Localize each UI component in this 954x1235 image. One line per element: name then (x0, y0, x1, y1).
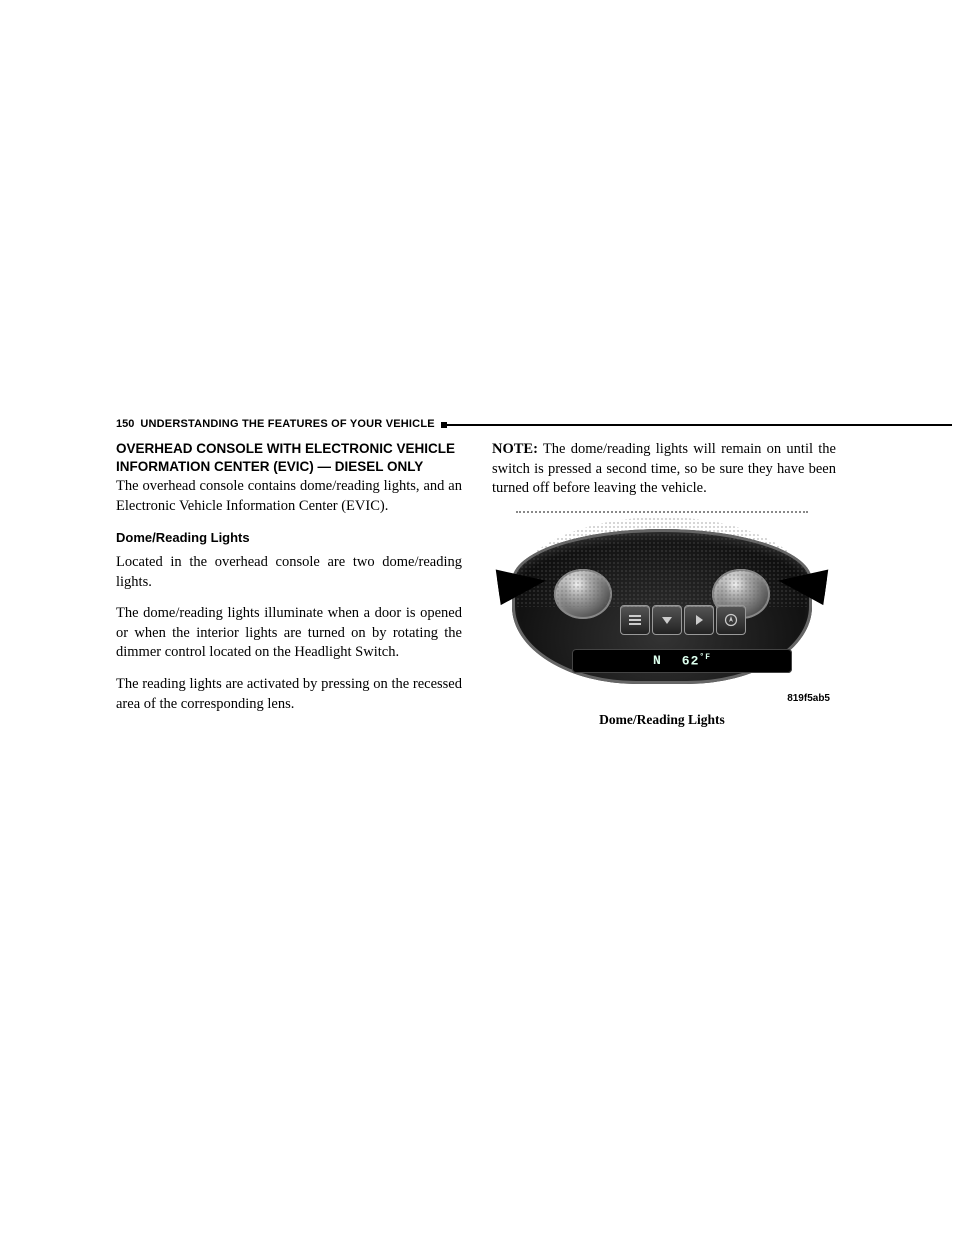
left-reading-lens (554, 569, 612, 619)
left-pointer-arrow-icon (496, 563, 549, 605)
figure-caption: Dome/Reading Lights (492, 712, 832, 728)
overhead-console: N 62°F (512, 529, 812, 684)
figure: N 62°F 819f5ab5 Dome/Reading Lights (492, 511, 832, 728)
image-top-dotline (516, 511, 808, 513)
page-number: 150 (116, 418, 134, 430)
note-label: NOTE: (492, 441, 538, 457)
paragraph-1: Located in the overhead console are two … (116, 553, 462, 592)
subheading: Dome/Reading Lights (116, 530, 462, 545)
left-column: OVERHEAD CONSOLE WITH ELECTRONIC VEHICLE… (116, 440, 462, 728)
down-arrow-button-icon (652, 605, 682, 635)
compass-direction: N (653, 653, 662, 668)
running-header: 150 UNDERSTANDING THE FEATURES OF YOUR V… (116, 418, 836, 430)
manual-page: 150 UNDERSTANDING THE FEATURES OF YOUR V… (116, 418, 836, 728)
right-arrow-button-icon (684, 605, 714, 635)
note-text: The dome/reading lights will remain on u… (492, 441, 836, 496)
dome-lights-image: N 62°F 819f5ab5 (492, 511, 832, 706)
image-code: 819f5ab5 (787, 693, 830, 704)
compass-button-icon (716, 605, 746, 635)
right-column: NOTE: The dome/reading lights will remai… (492, 440, 836, 728)
temperature-readout: 62°F (682, 653, 711, 668)
intro-paragraph: The overhead console contains dome/readi… (116, 477, 462, 516)
main-heading: OVERHEAD CONSOLE WITH ELECTRONIC VEHICLE… (116, 440, 462, 475)
evic-display: N 62°F (572, 649, 792, 673)
paragraph-2: The dome/reading lights illuminate when … (116, 604, 462, 663)
menu-button-icon (620, 605, 650, 635)
header-rule (441, 423, 836, 425)
section-title: UNDERSTANDING THE FEATURES OF YOUR VEHIC… (140, 418, 434, 430)
evic-button-panel (620, 605, 746, 645)
paragraph-3: The reading lights are activated by pres… (116, 675, 462, 714)
right-pointer-arrow-icon (776, 563, 829, 605)
content-columns: OVERHEAD CONSOLE WITH ELECTRONIC VEHICLE… (116, 440, 836, 728)
note-paragraph: NOTE: The dome/reading lights will remai… (492, 440, 836, 499)
